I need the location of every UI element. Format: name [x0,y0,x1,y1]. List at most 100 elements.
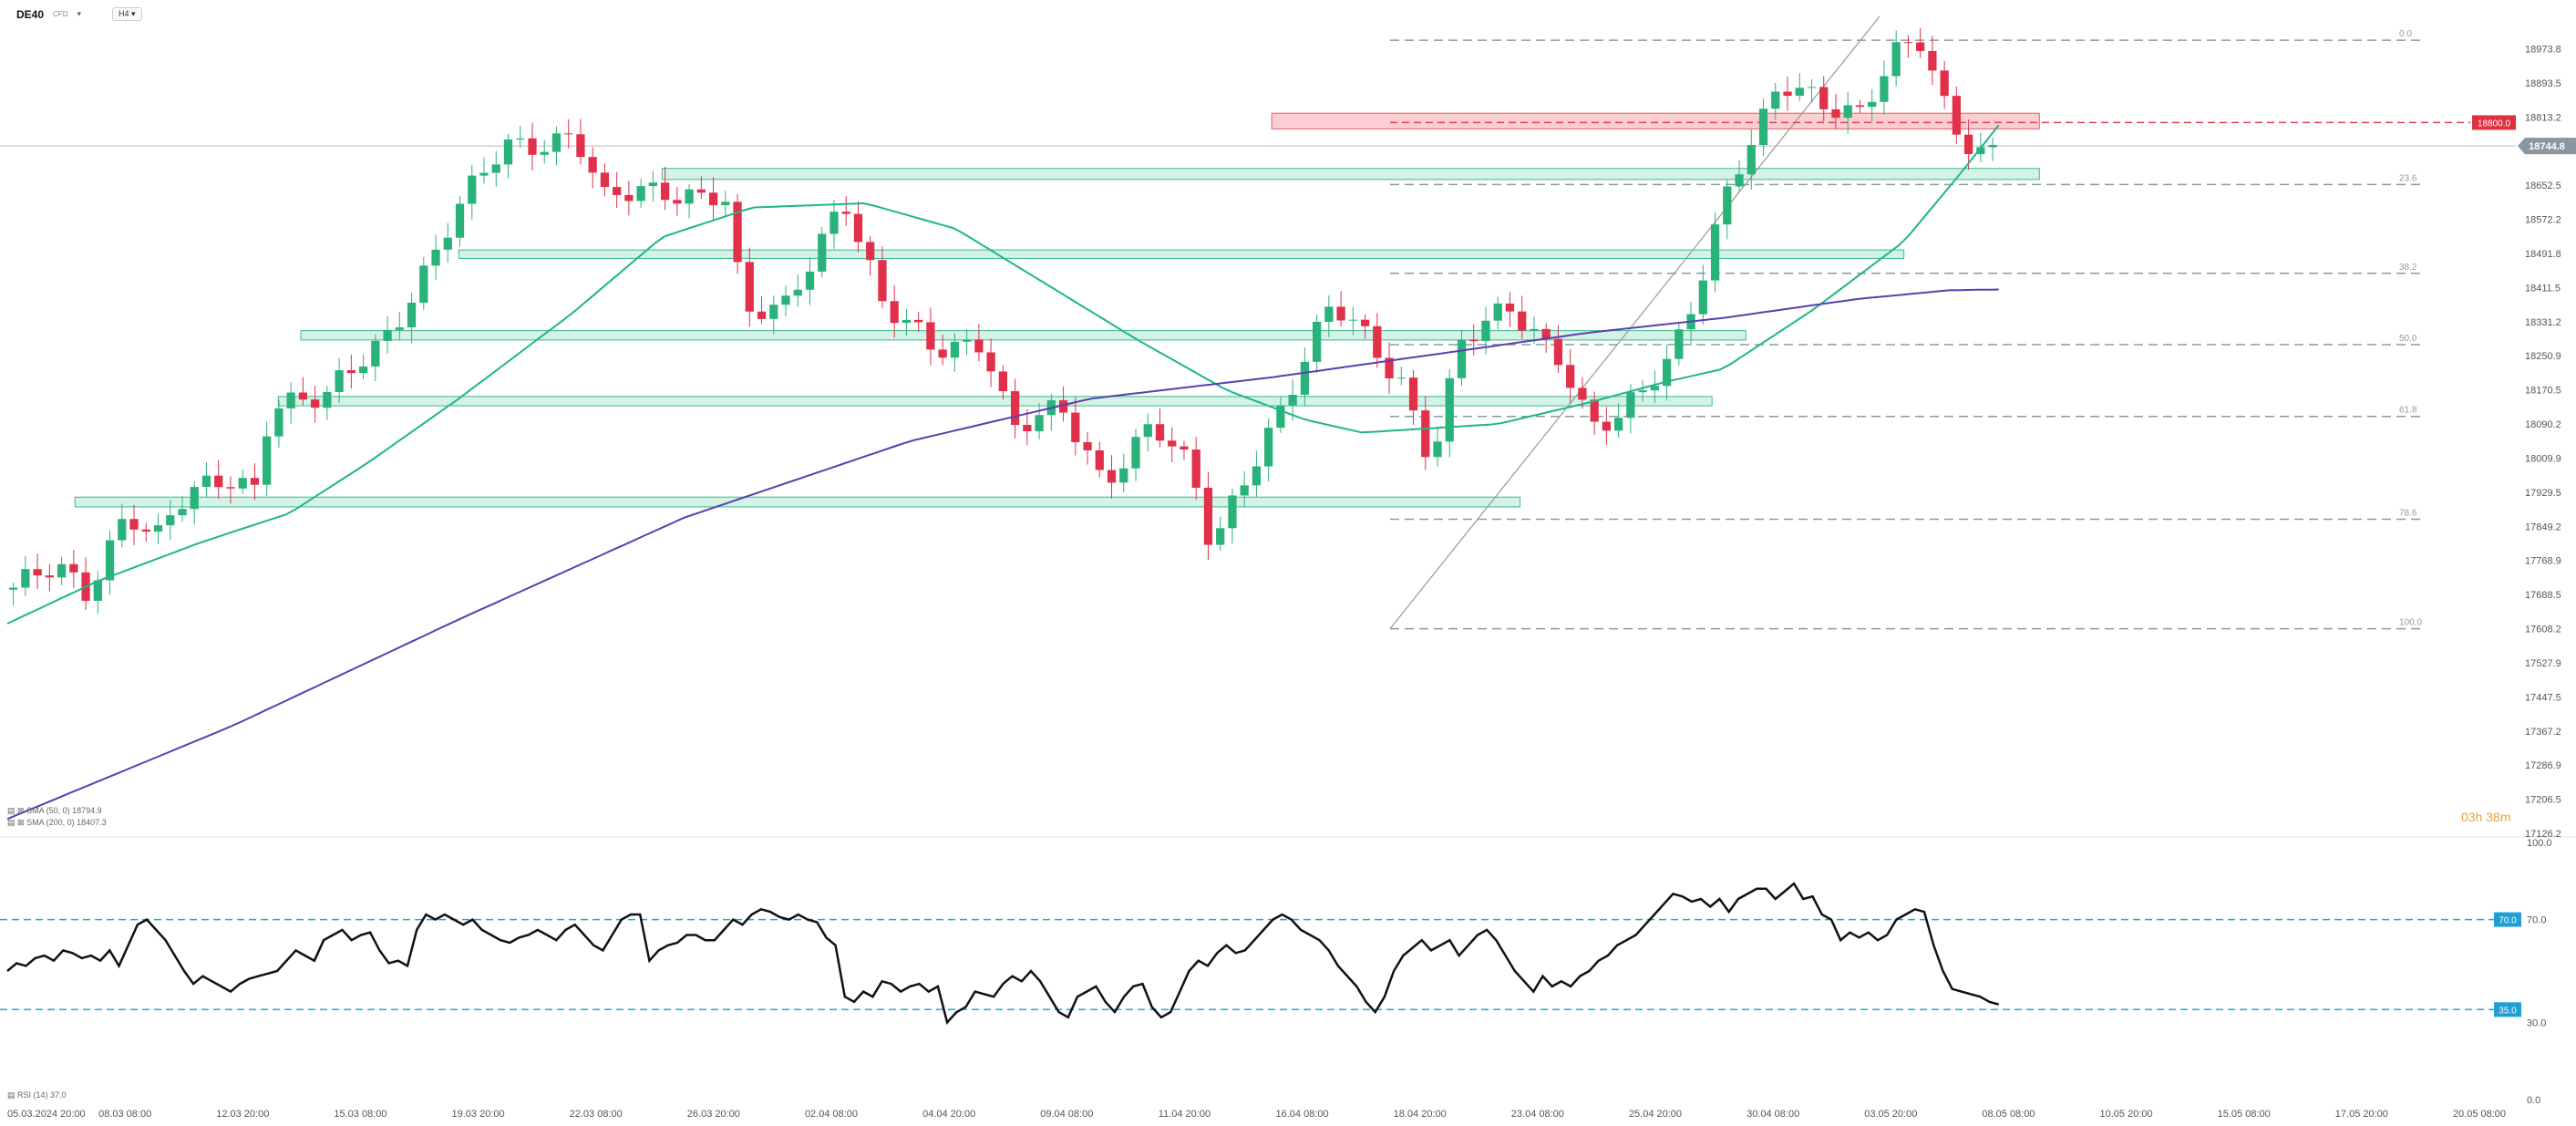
rsi-value: 37.0 [50,1090,67,1100]
candle-body [1795,88,1804,96]
candle-body [1868,101,1877,108]
y-tick-label: 18973.8 [2525,44,2561,55]
candle-body [503,139,513,165]
candle-body [1819,87,1829,109]
candle-body [1373,325,1382,358]
y-tick-label: 18652.5 [2525,181,2561,191]
candle-body [551,133,562,152]
candle-body [226,487,235,489]
symbol-name[interactable]: DE40 [16,7,45,21]
candle-body [853,213,863,243]
candle-body [974,339,984,353]
candle-body [1324,306,1334,322]
x-tick-label: 18.04 20:00 [1394,1109,1447,1120]
x-tick-label: 23.04 08:00 [1511,1109,1564,1120]
candle-body [263,436,272,485]
support-zone [74,496,1521,508]
candle-body [1023,424,1032,432]
indicator-settings-icon[interactable]: ▤ [7,1090,15,1100]
candle-body [1553,338,1563,366]
candle-body [902,319,912,324]
candle-body [57,563,67,578]
candle-body [613,187,622,195]
candle-body [950,341,960,358]
x-tick-label: 25.04 20:00 [1629,1109,1682,1120]
candle-body [419,265,428,304]
x-tick-label: 15.03 08:00 [334,1109,386,1120]
candle-body [1035,415,1044,432]
y-tick-label: 18491.8 [2525,249,2561,260]
fib-level-label: 100.0 [2399,618,2422,628]
candle-body [1891,42,1901,77]
candle-body [371,340,380,367]
candle-body [1312,321,1322,362]
candle-body [311,399,320,408]
candle-body [21,569,30,588]
candle-body [1433,441,1442,458]
candle-body [673,200,682,204]
instrument-type: CFD [53,10,68,18]
candle-body [1735,174,1744,187]
indicator-settings-icon[interactable]: ▤ ⊠ [7,806,25,815]
candle-body [1771,91,1780,109]
y-tick-label: 17447.5 [2525,692,2561,703]
candle-body [395,327,404,330]
candle-body [1396,377,1406,379]
candle-body [1698,280,1707,315]
candle-body [1469,339,1479,342]
y-tick-label: 17367.2 [2525,727,2561,738]
candle-body [624,194,634,201]
candle-body [878,260,887,302]
chevron-down-icon[interactable]: ▾ [77,9,82,18]
candle-body [1650,386,1659,391]
y-tick-label: 17286.9 [2525,760,2561,771]
rsi-legend[interactable]: ▤ RSI (14) 37.0 [7,1090,67,1100]
x-tick-label: 03.05 20:00 [1864,1109,1917,1120]
candle-body [564,133,573,135]
timeframe-select[interactable]: H4 ▾ [112,7,142,21]
candle-body [914,319,923,323]
support-zone [458,249,1905,259]
candle-body [1976,147,1985,155]
candle-body [69,563,78,573]
candle-body [1916,42,1925,51]
candle-body [8,587,18,590]
candle-body [346,370,355,374]
candle-body [33,569,42,576]
candle-countdown: 03h 38m [2461,810,2511,824]
candle-body [963,339,972,342]
sma200-legend[interactable]: ▤ ⊠ SMA (200, 0) 18407.3 [7,818,107,828]
x-tick-label: 17.05 20:00 [2335,1109,2388,1120]
indicator-settings-icon[interactable]: ▤ ⊠ [7,818,25,827]
candle-body [528,138,537,155]
y-tick-label: 17206.5 [2525,795,2561,806]
rsi-level-tag [2494,912,2521,927]
fib-level-label: 50.0 [2399,334,2417,344]
y-tick-label: 18331.2 [2525,317,2561,328]
sma50-legend[interactable]: ▤ ⊠ SMA (50, 0) 18794.9 [7,806,102,816]
fib-level-label: 61.8 [2399,406,2417,416]
candle-body [238,478,247,489]
candle-body [1541,328,1551,339]
candles-group [8,27,1997,615]
x-tick-label: 04.04 20:00 [922,1109,975,1120]
candle-body [757,311,767,319]
candle-body [1613,418,1623,431]
rsi-level-label: 35.0 [2499,1006,2517,1016]
sma200-label: SMA (200, 0) [26,818,75,827]
candle-body [1385,357,1394,379]
sma200-value: 18407.3 [77,818,107,827]
candle-body [576,134,585,158]
candle-body [1710,224,1720,281]
candle-body [829,212,839,234]
candle-body [1083,441,1092,450]
candle-body [335,370,344,392]
x-tick-label: 20.05 08:00 [2453,1109,2506,1120]
candle-body [1216,528,1225,545]
candle-body [1348,319,1357,321]
rsi-level-label: 70.0 [2499,916,2517,926]
candle-body [1131,437,1140,469]
candle-body [1530,328,1539,331]
rsi-y-tick-label: 30.0 [2527,1018,2546,1028]
